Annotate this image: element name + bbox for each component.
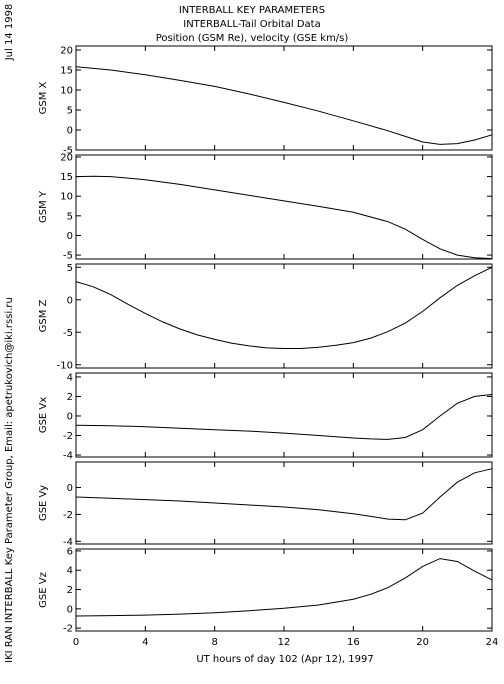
y-tick-label-6-4: 6	[67, 546, 73, 557]
y-tick-label-3-1: -5	[63, 328, 73, 339]
x-axis-label: UT hours of day 102 (Apr 12), 1997	[196, 654, 373, 665]
y-tick-label-3-0: -10	[57, 360, 73, 371]
y-tick-label-4-2: 0	[67, 411, 73, 422]
y-tick-label-6-2: 2	[67, 585, 73, 596]
y-tick-label-4-4: 4	[67, 372, 73, 383]
y-tick-label-2-1: 0	[67, 231, 73, 242]
x-tick-label-4: 16	[347, 637, 360, 648]
x-tick-label-5: 20	[416, 637, 429, 648]
y-tick-label-1-3: 10	[60, 86, 73, 97]
x-tick-label-2: 8	[211, 637, 217, 648]
y-tick-label-5-0: -4	[63, 537, 73, 548]
y-tick-label-4-3: 2	[67, 392, 73, 403]
y-tick-label-6-1: 0	[67, 604, 73, 615]
y-tick-label-3-2: 0	[67, 295, 73, 306]
y-axis-label-6: GSE Vz	[38, 572, 49, 608]
chart-title-line-2: INTERBALL-Tail Orbital Data	[183, 19, 320, 30]
panel-frame-3	[75, 263, 493, 369]
chart-title-line-1: INTERBALL KEY PARAMETERS	[179, 5, 325, 16]
y-axis-label-5: GSE Vy	[38, 485, 49, 521]
y-tick-label-6-3: 4	[67, 566, 73, 577]
series-line-6	[75, 558, 493, 617]
y-tick-label-1-4: 15	[60, 66, 73, 77]
x-tick-label-0: 0	[73, 637, 79, 648]
y-tick-label-1-0: -5	[63, 146, 73, 157]
y-axis-label-2: GSM Y	[38, 190, 49, 223]
y-tick-label-1-2: 5	[67, 106, 73, 117]
y-tick-label-2-3: 10	[60, 192, 73, 203]
y-axis-label-4: GSE Vx	[38, 397, 49, 433]
y-tick-label-4-1: -2	[63, 431, 73, 442]
y-tick-label-5-2: 0	[67, 483, 73, 494]
x-tick-label-1: 4	[142, 637, 148, 648]
series-line-4	[75, 394, 493, 440]
y-tick-label-3-3: 5	[67, 263, 73, 274]
panel-frame-4	[75, 372, 493, 458]
y-tick-label-6-0: -2	[63, 624, 73, 635]
chart-title-line-3: Position (GSM Re), velocity (GSE km/s)	[156, 33, 349, 44]
panel-frame-6	[75, 548, 493, 632]
y-tick-label-4-0: -4	[63, 451, 73, 462]
x-tick-label-6: 24	[486, 637, 499, 648]
y-tick-label-2-0: -5	[63, 251, 73, 262]
y-tick-label-1-5: 20	[60, 46, 73, 57]
date-label: Jul 14 1998	[4, 4, 15, 62]
y-tick-label-2-4: 15	[60, 172, 73, 183]
y-axis-label-3: GSM Z	[38, 299, 49, 332]
series-line-2	[75, 175, 493, 260]
x-tick-label-3: 12	[278, 637, 291, 648]
y-tick-label-2-5: 20	[60, 152, 73, 163]
y-tick-label-2-2: 5	[67, 211, 73, 222]
credit-label: IKI RAN INTERBALL Key Parameter Group, E…	[4, 297, 15, 663]
y-axis-label-1: GSM X	[38, 81, 49, 114]
y-tick-label-1-1: 0	[67, 126, 73, 137]
panel-frame-5	[75, 461, 493, 545]
series-line-1	[75, 66, 493, 145]
y-tick-label-5-1: -2	[63, 510, 73, 521]
panel-frame-1	[75, 45, 493, 151]
series-line-5	[75, 468, 493, 521]
series-line-3	[75, 266, 493, 349]
